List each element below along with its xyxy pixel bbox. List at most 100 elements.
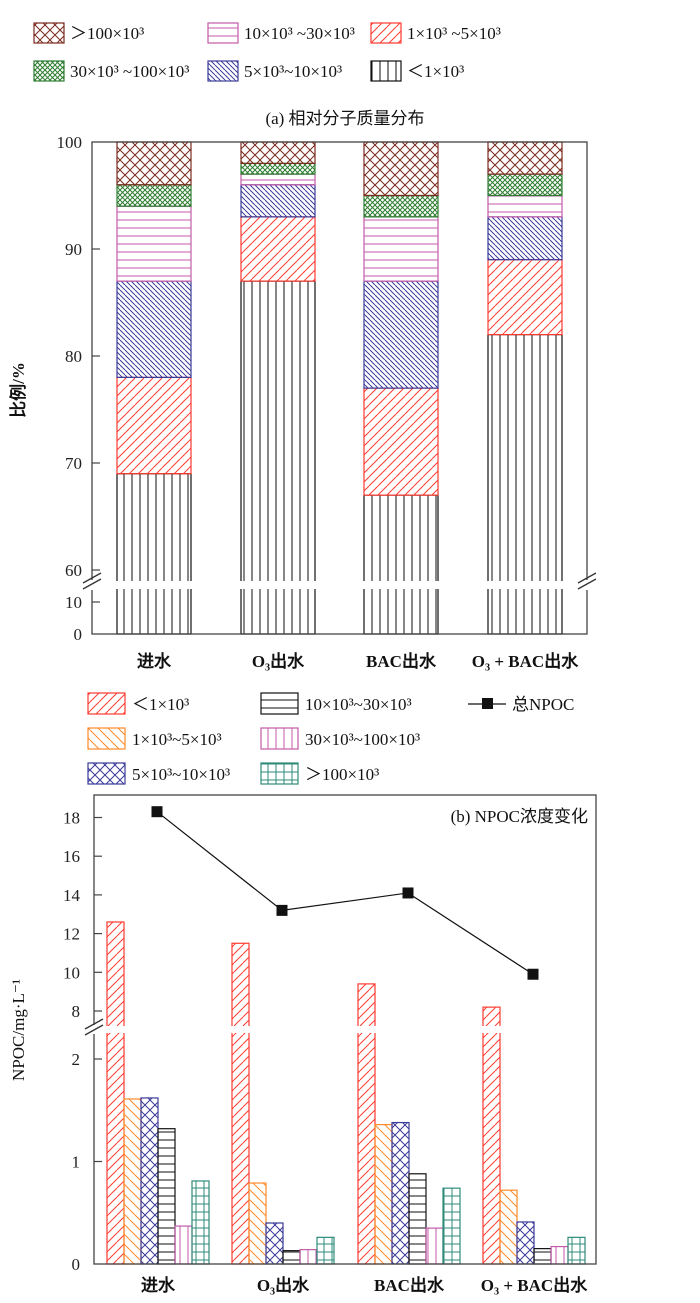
npoc-marker (402, 887, 414, 899)
legend-swatch (260, 692, 299, 715)
bar (123, 1098, 142, 1265)
legend-item: 1×10³ ~5×10³ (370, 22, 501, 44)
bar (357, 983, 376, 1265)
bar (282, 1250, 301, 1265)
axis-break-mark (84, 1024, 104, 1036)
legend-marker (482, 698, 493, 709)
axis-break-gap (95, 1026, 595, 1033)
axis-break-mark (577, 572, 597, 584)
chart-title: (a) 相对分子质量分布 (265, 109, 424, 128)
npoc-marker (276, 904, 288, 916)
legend-label: 30×10³~100×10³ (305, 730, 420, 749)
bar-segment (240, 162, 316, 175)
category-label: 进水 (141, 1275, 176, 1295)
y-tick-label: 14 (63, 886, 81, 905)
bar (157, 1128, 176, 1265)
bar (299, 1249, 318, 1265)
bar-segment (363, 494, 439, 635)
legend-item: 30×10³ ~100×10³ (33, 60, 189, 82)
legend-label: ＞100×10³ (305, 765, 379, 784)
bar-segment (116, 184, 192, 207)
legend-label: 总NPOC (512, 695, 574, 714)
legend-item: 5×10³~10×10³ (207, 60, 342, 82)
legend-swatch (33, 22, 65, 44)
category-label: O₃出水 (252, 651, 305, 671)
legend-label: 5×10³~10×10³ (132, 765, 230, 784)
y-tick-label: 1 (72, 1153, 81, 1172)
legend-swatch (87, 692, 126, 715)
y-tick-label: 80 (65, 347, 82, 366)
y-axis-label: NPOC/mg·L⁻¹ (9, 979, 28, 1081)
y-tick-label: 16 (63, 847, 80, 866)
bar (248, 1182, 267, 1265)
legend-swatch (207, 22, 239, 44)
bar (499, 1189, 518, 1265)
bar (425, 1227, 444, 1265)
bar-segment (487, 194, 563, 218)
legend-swatch (87, 762, 126, 785)
bar (106, 921, 125, 1265)
legend-swatch (87, 727, 126, 750)
bar-segment (116, 205, 192, 282)
bar (140, 1097, 159, 1265)
bar-segment (363, 194, 439, 218)
bar-segment (240, 184, 316, 218)
bar (374, 1123, 393, 1265)
bar-segment (116, 141, 192, 186)
category-label: BAC出水 (374, 1275, 445, 1295)
axis-break-mark (84, 1018, 104, 1030)
bar-segment (487, 216, 563, 261)
category-label: O₃ + BAC出水 (472, 651, 579, 671)
bar (567, 1236, 586, 1265)
legend-swatch (370, 60, 402, 82)
legend-label: 1×10³ ~5×10³ (407, 24, 501, 43)
bar-segment (487, 173, 563, 197)
chart-title: (b) NPOC浓度变化 (451, 807, 588, 826)
y-axis-label: 比例/% (8, 362, 28, 418)
legend-label: ＜1×10³ (407, 62, 464, 81)
bar-segment (363, 141, 439, 197)
legend-item: ＜1×10³ (87, 692, 189, 715)
y-tick-label: 100 (57, 133, 83, 152)
legend-label: 10×10³~30×10³ (305, 695, 412, 714)
bar-segment (487, 141, 563, 175)
bar (231, 942, 250, 1265)
y-tick-label: 60 (65, 561, 82, 580)
category-label: BAC出水 (366, 651, 437, 671)
npoc-marker (527, 968, 539, 980)
axis-break-mark (577, 578, 597, 590)
legend-item: 30×10³~100×10³ (260, 727, 420, 750)
axis-break-mark (82, 578, 102, 590)
legend-item: ＞100×10³ (260, 762, 379, 785)
y-tick-label: 0 (74, 625, 83, 644)
legend-swatch (370, 22, 402, 44)
legend-item: 总NPOC (468, 695, 574, 714)
y-tick-label: 90 (65, 240, 82, 259)
legend-label: 30×10³ ~100×10³ (70, 62, 189, 81)
legend-label: ＞100×10³ (70, 24, 144, 43)
legend-swatch (260, 762, 299, 785)
bar-segment (240, 141, 316, 164)
y-tick-label: 12 (63, 925, 80, 944)
y-tick-label: 70 (65, 454, 82, 473)
bar-segment (240, 173, 316, 186)
legend-item: 10×10³ ~30×10³ (207, 22, 355, 44)
bar-segment (363, 387, 439, 496)
bar (550, 1245, 569, 1265)
bar-segment (240, 216, 316, 282)
bar-segment (116, 473, 192, 635)
legend-item: 10×10³~30×10³ (260, 692, 412, 715)
chart-a: ＞100×10³ 10×10³ ~30×10³ 1×10³ ~5×10³ 30×10³… (8, 22, 597, 671)
legend-item: ＞100×10³ (33, 22, 144, 44)
axis-gap (585, 580, 589, 590)
y-tick-label: 10 (65, 593, 82, 612)
legend-swatch (260, 727, 299, 750)
bar (482, 1006, 501, 1265)
legend-label: ＜1×10³ (132, 695, 189, 714)
bar-segment (116, 376, 192, 475)
bar (408, 1173, 427, 1265)
plot-frame (91, 141, 588, 635)
legend-item: ＜1×10³ (370, 60, 464, 82)
npoc-line (156, 811, 534, 975)
